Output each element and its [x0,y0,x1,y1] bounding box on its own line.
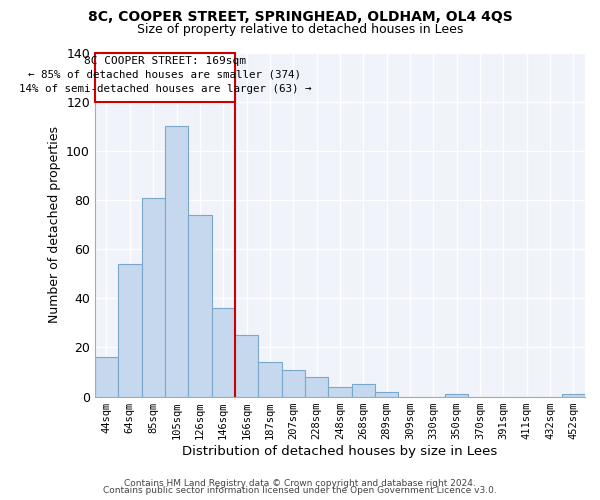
X-axis label: Distribution of detached houses by size in Lees: Distribution of detached houses by size … [182,444,497,458]
Text: 8C COOPER STREET: 169sqm: 8C COOPER STREET: 169sqm [84,56,246,66]
Text: Size of property relative to detached houses in Lees: Size of property relative to detached ho… [137,22,463,36]
Bar [258,362,281,396]
Bar [212,308,235,396]
Text: Contains public sector information licensed under the Open Government Licence v3: Contains public sector information licen… [103,486,497,495]
Bar [445,394,468,396]
Bar [142,198,165,396]
Bar [188,214,212,396]
Bar [352,384,375,396]
Text: Contains HM Land Registry data © Crown copyright and database right 2024.: Contains HM Land Registry data © Crown c… [124,478,476,488]
Bar [281,370,305,396]
Bar [165,126,188,396]
Bar [375,392,398,396]
Y-axis label: Number of detached properties: Number of detached properties [47,126,61,323]
Bar [118,264,142,396]
Text: 14% of semi-detached houses are larger (63) →: 14% of semi-detached houses are larger (… [19,84,311,94]
Bar [305,377,328,396]
Bar [235,335,258,396]
Text: ← 85% of detached houses are smaller (374): ← 85% of detached houses are smaller (37… [28,70,301,80]
Bar [562,394,585,396]
Bar [328,387,352,396]
Bar [95,358,118,397]
Bar [95,52,235,102]
Text: 8C, COOPER STREET, SPRINGHEAD, OLDHAM, OL4 4QS: 8C, COOPER STREET, SPRINGHEAD, OLDHAM, O… [88,10,512,24]
